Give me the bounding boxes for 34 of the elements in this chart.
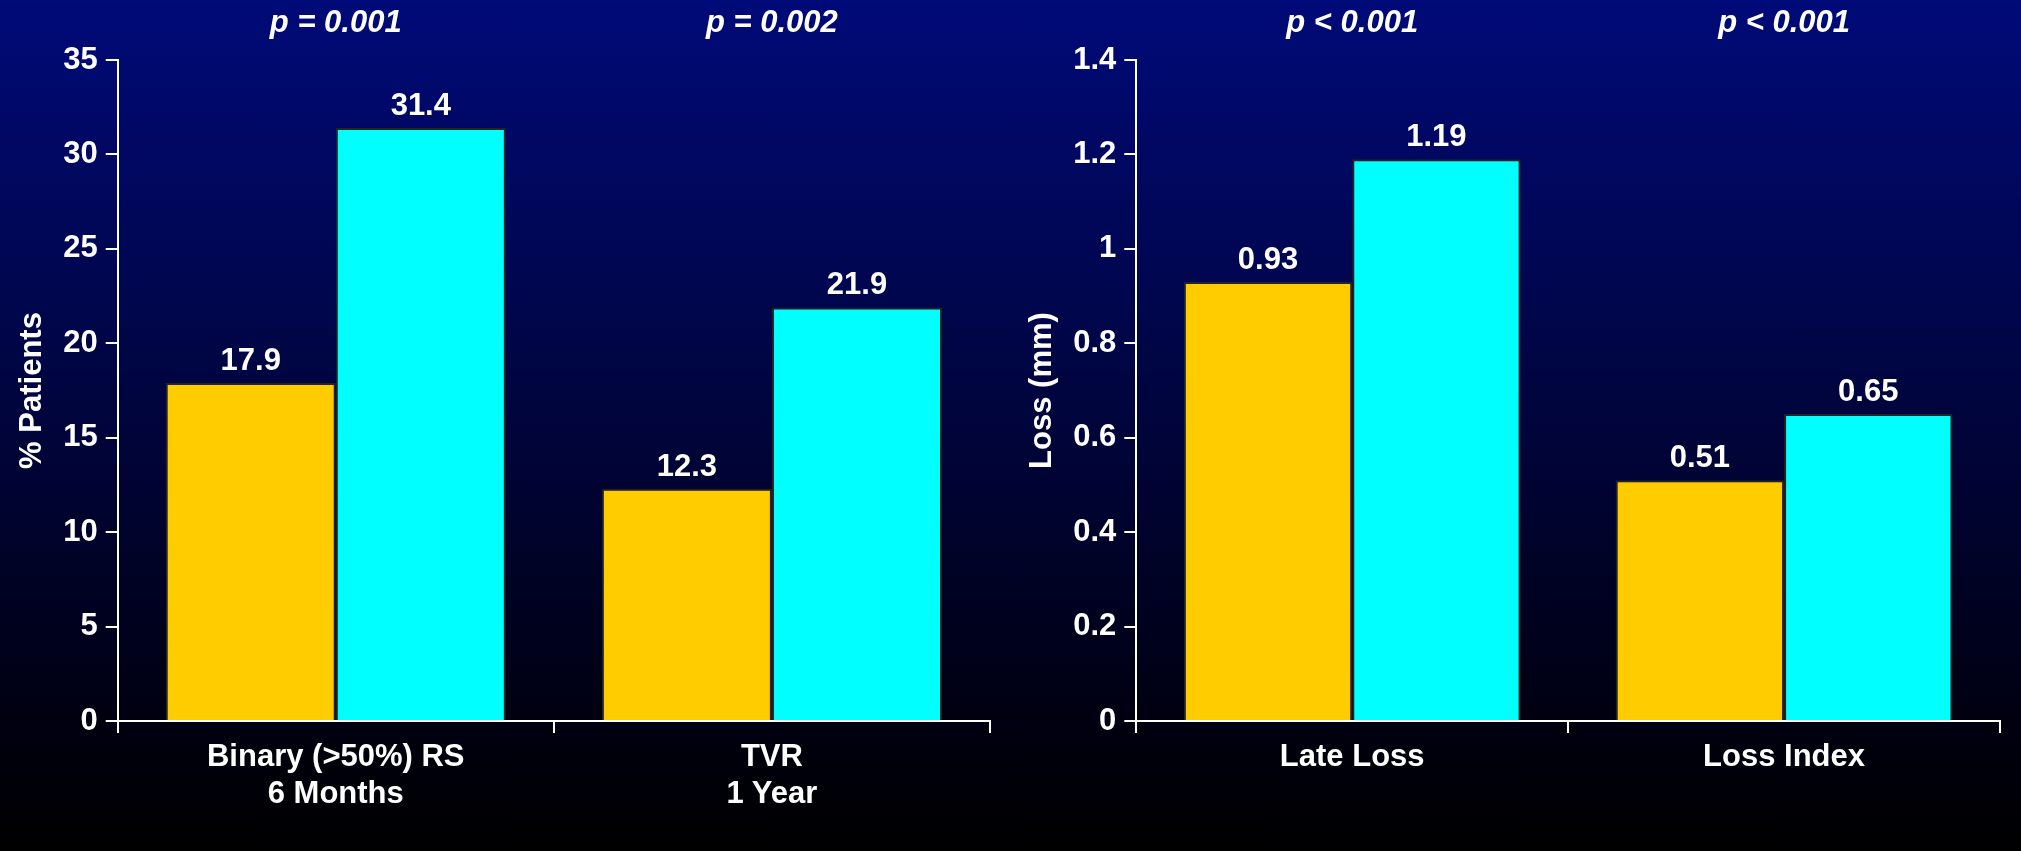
y-tick-label: 15 bbox=[63, 418, 98, 454]
data-label: 17.9 bbox=[220, 341, 281, 377]
y-tick-label: 1.4 bbox=[1073, 40, 1118, 76]
y-tick-label: 0.6 bbox=[1073, 418, 1117, 454]
y-tick-label: 5 bbox=[80, 607, 98, 643]
y-tick-label: 0.8 bbox=[1073, 323, 1117, 359]
data-label: 21.9 bbox=[826, 266, 888, 302]
x-tick-label: Binary (>50%) RS 6 Months bbox=[206, 738, 465, 811]
data-label: 0.65 bbox=[1838, 373, 1899, 409]
y-tick-label: 25 bbox=[63, 229, 98, 265]
y-tick-label: 0 bbox=[80, 701, 98, 737]
y-tick-label: 0.2 bbox=[1073, 607, 1117, 643]
data-label: 12.3 bbox=[656, 447, 718, 483]
y-axis-title: Loss (mm) bbox=[1023, 312, 1059, 469]
y-tick-label: 1 bbox=[1099, 229, 1117, 265]
data-label: 31.4 bbox=[390, 87, 452, 123]
x-tick-label: TVR 1 Year bbox=[726, 738, 818, 811]
text: p < 0.001 bbox=[1717, 4, 1850, 40]
y-axis-title: % Patients bbox=[13, 312, 49, 469]
data-label: 0.51 bbox=[1669, 439, 1731, 475]
y-tick-label: 0.4 bbox=[1073, 512, 1118, 548]
text: p = 0.001 bbox=[268, 4, 402, 40]
y-tick-label: 0 bbox=[1099, 701, 1117, 737]
text: p = 0.002 bbox=[705, 4, 838, 40]
x-tick-label: Late Loss bbox=[1279, 738, 1425, 774]
text: p < 0.001 bbox=[1285, 4, 1419, 40]
x-tick-label: Loss Index bbox=[1703, 738, 1866, 774]
data-label: 1.19 bbox=[1406, 118, 1467, 154]
y-tick-label: 20 bbox=[63, 323, 98, 359]
y-tick-label: 1.2 bbox=[1073, 134, 1117, 170]
y-tick-label: 30 bbox=[63, 134, 98, 170]
y-tick-label: 35 bbox=[63, 40, 98, 76]
y-tick-label: 10 bbox=[63, 512, 98, 548]
data-label: 0.93 bbox=[1237, 240, 1299, 276]
